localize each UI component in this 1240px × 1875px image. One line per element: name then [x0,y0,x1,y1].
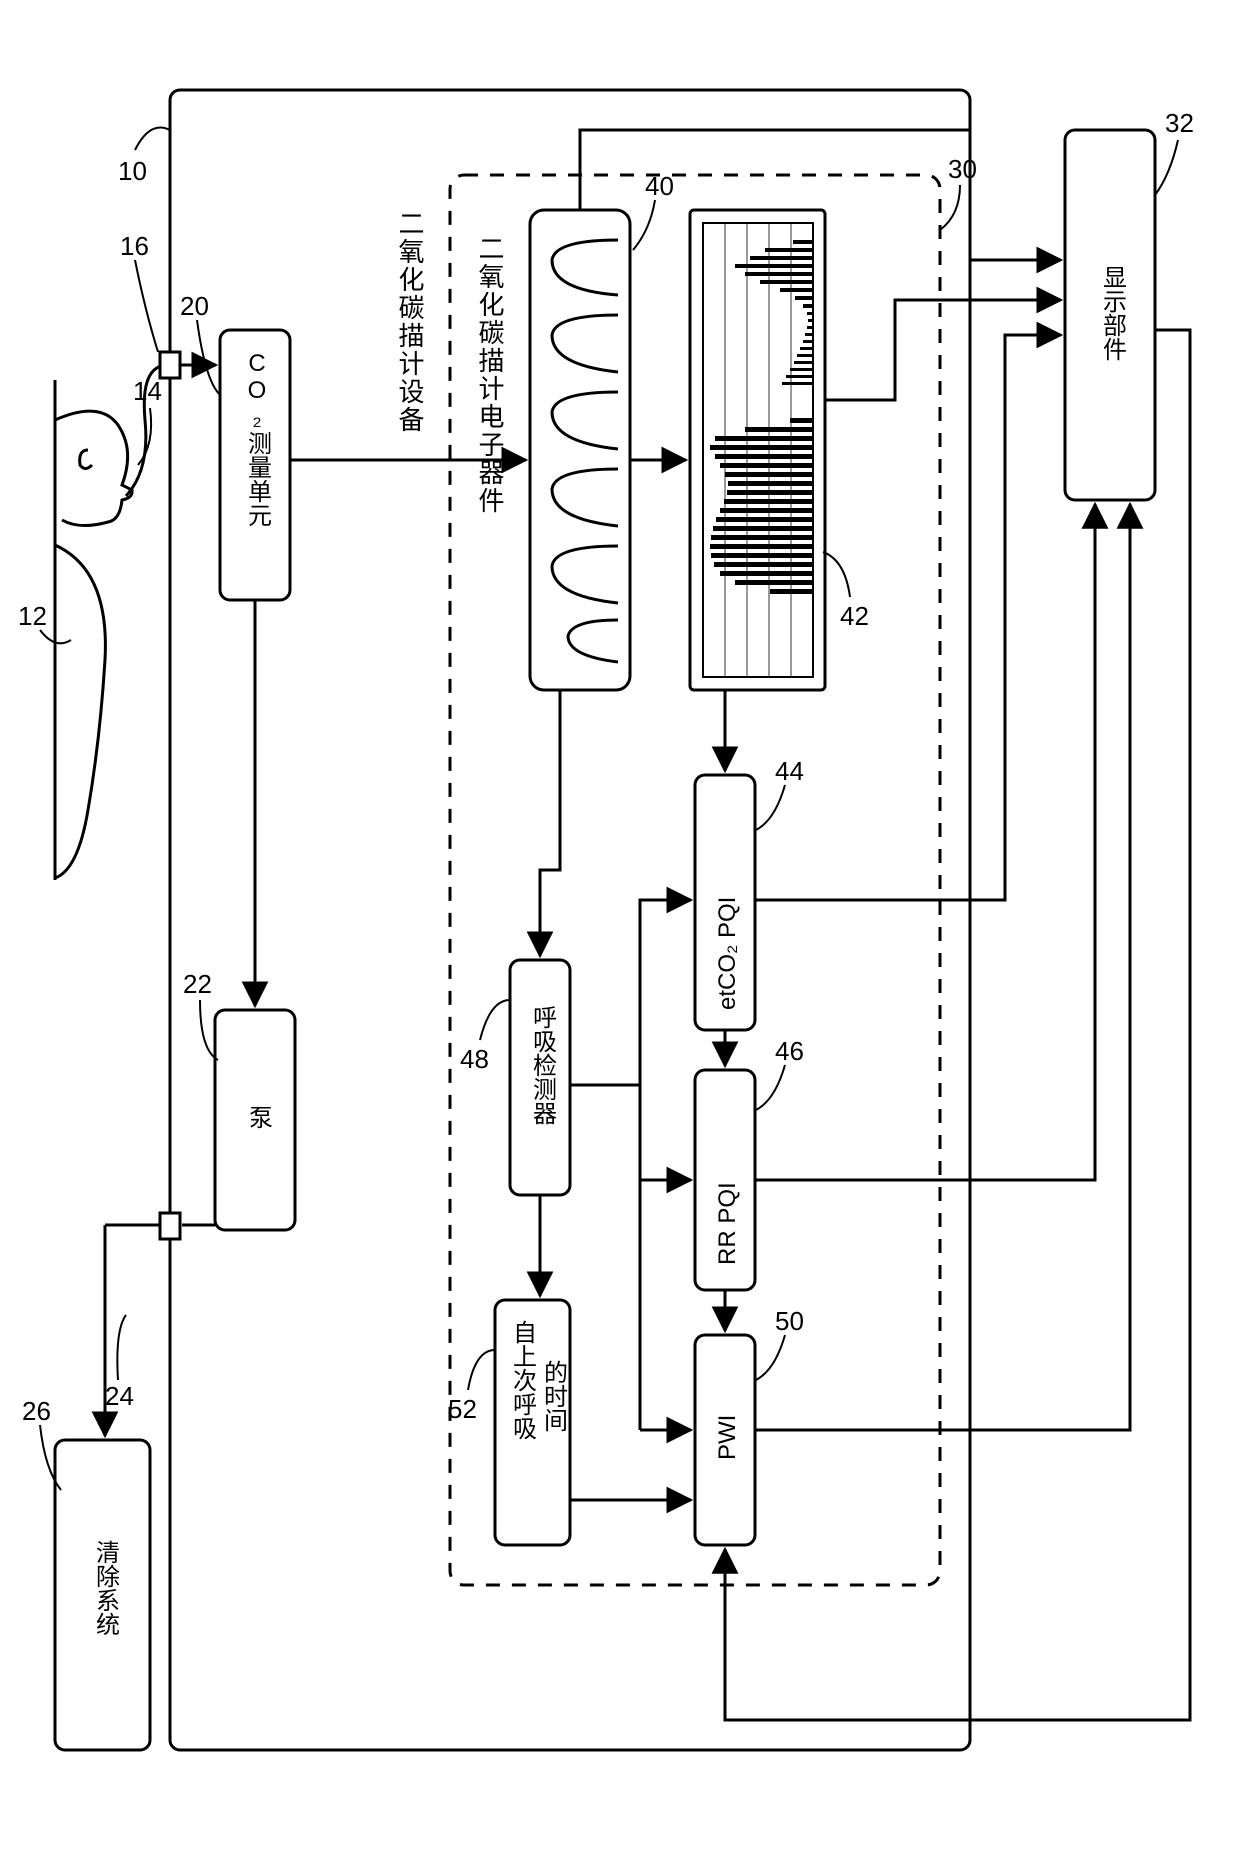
pwi-label: PWI [714,1415,741,1460]
etco2-label: etCO₂ PQI [714,897,741,1010]
pump-label: 泵 [245,1105,272,1129]
ref-42: 42 [840,601,869,631]
ref-12: 12 [18,601,47,631]
waveform-traces [552,240,618,662]
breath-detector-label: 呼吸检测器 [529,1005,557,1125]
ref-46: 46 [775,1036,804,1066]
ref-50: 50 [775,1306,804,1336]
scavenge-label: 清除系统 [92,1540,120,1636]
outlet-connector [160,1213,180,1239]
time-since-label1: 自上次呼吸 [509,1320,536,1440]
patient-silhouette [55,380,132,880]
ref-32: 32 [1165,108,1194,138]
ref-44: 44 [775,756,804,786]
electronics-title: 二氧化碳描计电子器件 [475,235,505,515]
display-label: 显示部件 [1099,265,1127,361]
co2-measure-label: CO₂测量单元 [244,350,272,527]
ref-40: 40 [645,171,674,201]
ref-16: 16 [120,231,149,261]
ref-14: 14 [133,376,162,406]
bargraph-bars [710,240,813,594]
ref-22: 22 [183,969,212,999]
device-title: 二氧化碳描计设备 [395,210,425,434]
ref-10: 10 [118,156,147,186]
ref-48: 48 [460,1044,489,1074]
reference-numbers: 10 16 14 12 20 22 24 26 30 40 42 44 46 5… [18,108,1194,1426]
ref-26: 26 [22,1396,51,1426]
inlet-connector [160,352,180,378]
rr-label: RR PQI [714,1182,741,1265]
reference-leaders [40,128,1178,1491]
ref-24: 24 [105,1381,134,1411]
time-since-label2: 的时间 [540,1360,567,1432]
ref-30: 30 [948,154,977,184]
ref-52: 52 [448,1394,477,1424]
ref-20: 20 [180,291,209,321]
